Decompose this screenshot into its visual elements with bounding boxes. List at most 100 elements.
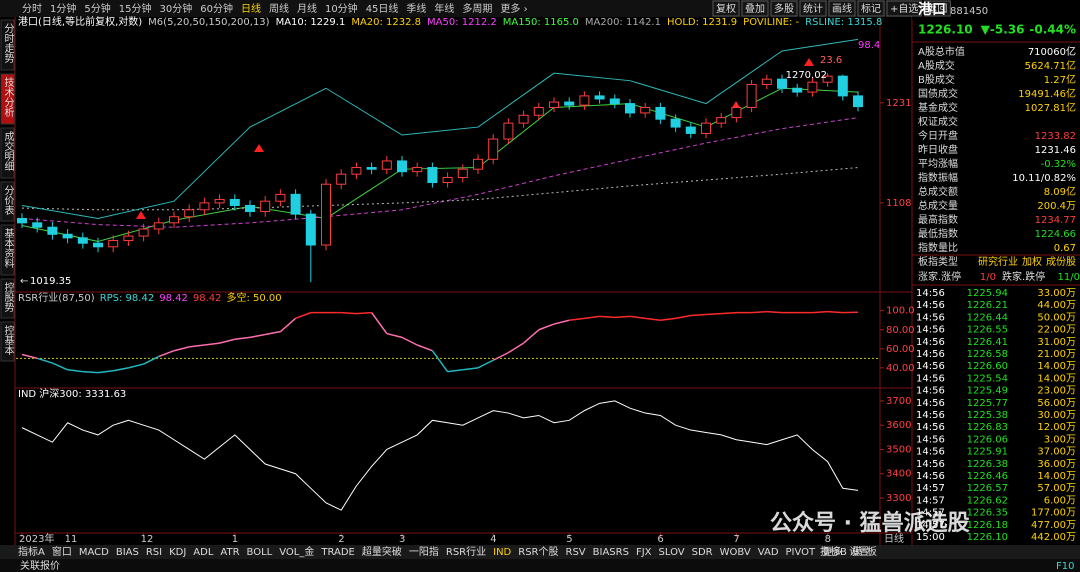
candle-body	[549, 101, 559, 108]
side-tab-label[interactable]: 基本资料	[2, 227, 14, 269]
period-tab[interactable]: 更多 ›	[500, 2, 527, 15]
side-tab-label[interactable]: 控基本	[2, 324, 14, 356]
indicator-tab[interactable]: 设置	[849, 546, 869, 558]
indicator-tab[interactable]: SLOV	[659, 547, 685, 558]
period-tab[interactable]: 分时	[22, 3, 42, 15]
rsr-segment	[492, 351, 509, 361]
side-tab-label[interactable]: 控股势	[2, 281, 14, 313]
tool-button-label[interactable]: 统计	[803, 2, 823, 15]
tool-button-label[interactable]: +自选	[890, 2, 918, 15]
tick-volume: 33.00万	[1037, 288, 1076, 299]
tick-price: 1226.62	[967, 495, 1008, 506]
indicator-tab[interactable]: 模	[852, 546, 862, 558]
board-item[interactable]: 研究行业	[978, 255, 1018, 268]
period-tab[interactable]: 5分钟	[84, 2, 110, 15]
period-tab[interactable]: 日线	[241, 2, 261, 15]
tool-button[interactable]	[886, 0, 922, 17]
tool-button[interactable]	[923, 0, 951, 17]
indicator-tab[interactable]: WOBV	[720, 547, 751, 558]
tool-button[interactable]	[799, 0, 827, 17]
tool-button-label[interactable]: 返回	[927, 3, 947, 15]
indicator-tab[interactable]: 板	[867, 545, 877, 558]
rsr-segment	[584, 315, 600, 320]
indicator-tab[interactable]: BOLL	[247, 547, 273, 558]
side-tab-label[interactable]: 分价表	[2, 185, 14, 216]
indicator-tab[interactable]: KDJ	[169, 547, 186, 558]
tool-button-label[interactable]: 标记	[861, 3, 881, 15]
tick-time: 14:56	[916, 337, 945, 348]
indicator-tab[interactable]: 指标A	[18, 545, 45, 558]
indicator-tab[interactable]: PIVOT	[786, 547, 817, 558]
stat-label: 总成交额	[918, 185, 958, 198]
indicator-tab[interactable]: VAD	[758, 547, 779, 558]
tool-button-label[interactable]: 叠加	[745, 3, 765, 15]
indicator-tab[interactable]: FJX	[636, 547, 652, 558]
status-bar-bg	[0, 559, 1080, 572]
side-tab[interactable]	[0, 19, 15, 71]
indicator-tab[interactable]: BIAS	[116, 547, 139, 558]
tool-button-label[interactable]: 画线	[832, 2, 852, 15]
indicator-tab[interactable]: IND	[493, 547, 511, 558]
side-tab-label[interactable]: 技术分析	[2, 76, 14, 118]
tool-button-label[interactable]: 复权	[716, 2, 736, 15]
side-tab[interactable]	[0, 73, 15, 125]
period-tab[interactable]: 45日线	[366, 2, 399, 15]
tool-button[interactable]	[857, 0, 885, 17]
tick-time: 14:56	[916, 288, 945, 299]
tool-button[interactable]	[770, 0, 798, 17]
indicator-tab[interactable]: RSI	[146, 547, 162, 558]
side-tab-label[interactable]: 分时走势	[2, 23, 14, 64]
candle-body	[366, 167, 377, 170]
indicator-tab[interactable]: VOL_金	[279, 545, 314, 558]
candle-body	[290, 193, 301, 215]
board-item[interactable]: 加权	[1022, 255, 1042, 268]
period-tab[interactable]: 10分钟	[325, 2, 358, 15]
indicator-tab[interactable]: ATR	[220, 547, 239, 558]
tool-button[interactable]	[741, 0, 769, 17]
tool-button[interactable]	[828, 0, 856, 17]
indicator-tab[interactable]: 窗口	[52, 545, 72, 558]
indicator-tab[interactable]: ADL	[193, 547, 214, 558]
rsr-segment	[599, 315, 615, 319]
indicator-tab[interactable]: 更多	[822, 545, 842, 558]
indicator-tab[interactable]: RSV	[566, 547, 586, 558]
period-tab[interactable]: 1分钟	[50, 2, 76, 15]
side-tab[interactable]	[0, 127, 15, 179]
indicator-tab[interactable]: BIASRS	[593, 547, 629, 558]
indicator-tab[interactable]: SDR	[692, 547, 713, 558]
indicator-tab[interactable]: RSR个股	[518, 546, 558, 558]
rsr-segment	[128, 363, 144, 369]
breadth-value: 11/0	[1058, 272, 1080, 283]
period-tab[interactable]: 年线	[434, 2, 454, 15]
f10-button[interactable]: F10	[1056, 561, 1074, 572]
period-tab[interactable]: 季线	[406, 2, 426, 15]
tick-time: 14:56	[916, 312, 945, 323]
indicator-tab[interactable]: TRADE	[320, 547, 355, 558]
side-tab[interactable]	[0, 278, 15, 319]
rsr-segment	[279, 317, 297, 333]
board-item[interactable]: 成份股	[1046, 256, 1076, 268]
tool-button[interactable]	[712, 0, 740, 17]
indicator-tab[interactable]: 超量突破	[362, 545, 402, 558]
tick-price: 1225.54	[967, 373, 1008, 384]
low-label: 1019.35	[30, 276, 71, 287]
period-tab[interactable]: 60分钟	[200, 2, 233, 15]
side-tab[interactable]	[0, 181, 15, 222]
side-tab[interactable]	[0, 224, 15, 276]
indicator-tab[interactable]: 一阳指	[409, 545, 439, 558]
period-tab[interactable]: 周线	[269, 2, 289, 15]
side-tab-label[interactable]: 成交明细	[2, 131, 14, 171]
rsr-segment	[751, 310, 767, 314]
period-tab[interactable]: 月线	[297, 2, 317, 15]
period-tab[interactable]: 多周期	[462, 2, 492, 15]
indicator-tab[interactable]: 指标B	[820, 545, 847, 558]
rsr-segment	[36, 357, 53, 364]
indicator-tab[interactable]: RSR行业	[446, 545, 486, 558]
period-tab[interactable]: 30分钟	[159, 2, 192, 15]
period-tab[interactable]: 15分钟	[119, 2, 152, 15]
tool-button-label[interactable]: 多股	[774, 2, 794, 15]
indicator-value: M6(5,20,50,150,200,13)	[148, 17, 269, 28]
side-tab[interactable]	[0, 321, 15, 362]
indicator-tab[interactable]: MACD	[79, 547, 109, 558]
